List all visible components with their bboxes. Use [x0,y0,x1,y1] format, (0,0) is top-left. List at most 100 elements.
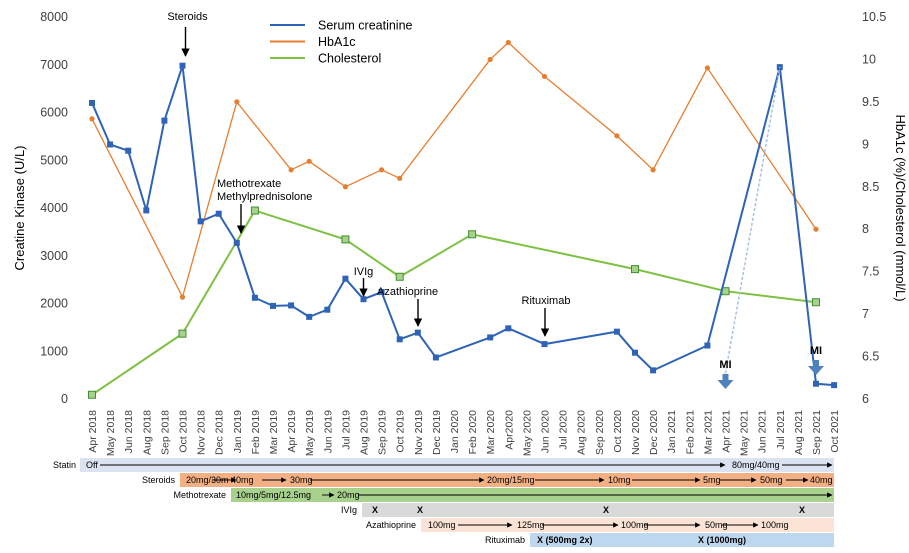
timeline-label-steroids: Steroids [142,475,176,485]
timeline-text-azathioprine: 100mg [428,520,456,530]
y-left-tick-label: 3000 [40,249,68,263]
x-tick-label: Oct 2021 [829,410,841,453]
legend-entry: Serum creatinine [318,19,413,33]
x-tick-label: Dec 2018 [214,410,226,455]
timeline-text-ivig: X [417,505,423,515]
x-tick-label: Feb 2020 [467,410,479,455]
mi-arrow-icon [717,374,734,389]
y-axis-left-label: Creatine Kinase (U/L) [12,146,27,271]
timeline-text-steroids: 20mg/15mg [487,475,535,485]
serum-creatinine-point [378,289,385,296]
x-tick-label: Mar 2021 [702,410,714,455]
timeline-text-rituximab: X (500mg 2x) [537,535,593,545]
x-tick-label: Aug 2018 [141,410,153,455]
serum-creatinine-point [89,99,95,106]
timeline-text-ivig: X [799,505,805,515]
x-tick-label: Jul 2020 [558,410,570,450]
x-tick-label: Sep 2019 [377,410,389,455]
serum-creatinine-gap-line [724,67,781,374]
timeline-bar-steroids [180,473,834,487]
cholesterol-point [468,230,477,239]
serum-creatinine-point [432,354,439,361]
timeline-label-methotrexate: Methotrexate [173,490,226,500]
hba1c-point [487,56,493,63]
timeline-text-steroids: 40mg [810,475,833,485]
hba1c-point [234,99,240,105]
hba1c-point [650,167,656,173]
x-tick-label: Jun 2018 [123,410,135,453]
x-tick-label: Feb 2021 [684,410,696,455]
hba1c-point [704,65,711,71]
serum-creatinine-point [143,207,150,214]
serum-creatinine-point [270,302,276,309]
timeline-text-rituximab: X (1000mg) [698,535,746,545]
x-tick-label: Jul 2019 [340,410,352,450]
x-tick-label: Oct 2018 [178,410,190,453]
y-left-tick-label: 8000 [40,10,68,24]
serum-creatinine-point [813,380,819,387]
serum-creatinine-point [487,334,494,341]
timeline-text-statin: 80mg/40mg [732,460,780,470]
serum-creatinine-point [613,328,620,335]
x-tick-label: Sep 2021 [811,410,823,455]
serum-creatinine-line [91,64,835,387]
hba1c-point [89,116,95,122]
y-right-tick-label: 8 [862,222,869,236]
serum-creatinine-point [396,336,403,343]
timeline-text-ivig: X [372,505,378,515]
hba1c-point [813,226,819,232]
annotation-steroids: Steroids [167,11,208,23]
x-tick-label: May 2018 [105,410,117,456]
x-tick-label: Jun 2019 [322,410,334,453]
x-tick-label: Jun 2021 [757,410,769,453]
x-tick-label: Dec 2019 [431,410,443,455]
serum-creatinine-point [125,147,132,154]
hba1c-point [541,73,548,80]
y-left-tick-label: 6000 [40,106,68,120]
serum-creatinine-point [251,294,258,301]
hba1c-line [91,41,817,298]
serum-creatinine-point [161,117,168,124]
serum-creatinine-point [288,302,295,309]
x-tick-label: Jan 2019 [232,410,244,453]
x-tick-label: May 2019 [304,410,316,456]
x-tick-label: Apr 2019 [286,410,298,453]
y-left-tick-label: 7000 [40,58,68,72]
timeline-text-statin: Off [86,460,98,470]
annotation-azathioprine: Azathioprine [377,286,438,298]
hba1c-point [397,175,403,181]
cholesterol-point [178,329,187,338]
cholesterol-point [341,235,350,244]
y-right-tick-label: 10.5 [862,10,886,24]
y-right-tick-label: 9.5 [862,95,879,109]
timeline-text-steroids: 10mg [608,475,631,485]
serum-creatinine-point [704,342,711,349]
x-tick-label: Feb 2019 [250,410,262,455]
y-right-tick-label: 10 [862,52,876,66]
y-left-tick-label: 1000 [40,344,68,358]
hba1c-point [379,167,385,173]
x-tick-label: Mar 2019 [268,410,280,455]
x-tick-label: Aug 2021 [793,410,805,455]
annotation-methylprednisolone: Methylprednisolone [217,191,312,203]
serum-creatinine-point [414,329,421,336]
timeline-bar-azathioprine [421,518,834,532]
serum-creatinine-point [306,313,313,320]
timeline-text-ivig: X [603,505,609,515]
x-tick-label: Apr 2018 [87,410,99,453]
serum-creatinine-point [831,382,838,389]
serum-creatinine-point [215,210,222,217]
y-right-tick-label: 7.5 [862,265,879,279]
hba1c-point [342,184,348,190]
y-right-tick-label: 6.5 [862,350,879,364]
timeline-bar-ivig [362,503,834,517]
y-left-tick-label: 2000 [40,297,68,311]
cholesterol-point [631,265,639,274]
serum-creatinine-point [179,62,186,69]
annotation-mi: MI [810,345,822,357]
y-right-tick-label: 9 [862,137,869,151]
y-left-tick-label: 0 [61,392,68,406]
y-right-tick-label: 6 [862,392,869,406]
annotation-methotrexate: Methotrexate [217,178,281,190]
